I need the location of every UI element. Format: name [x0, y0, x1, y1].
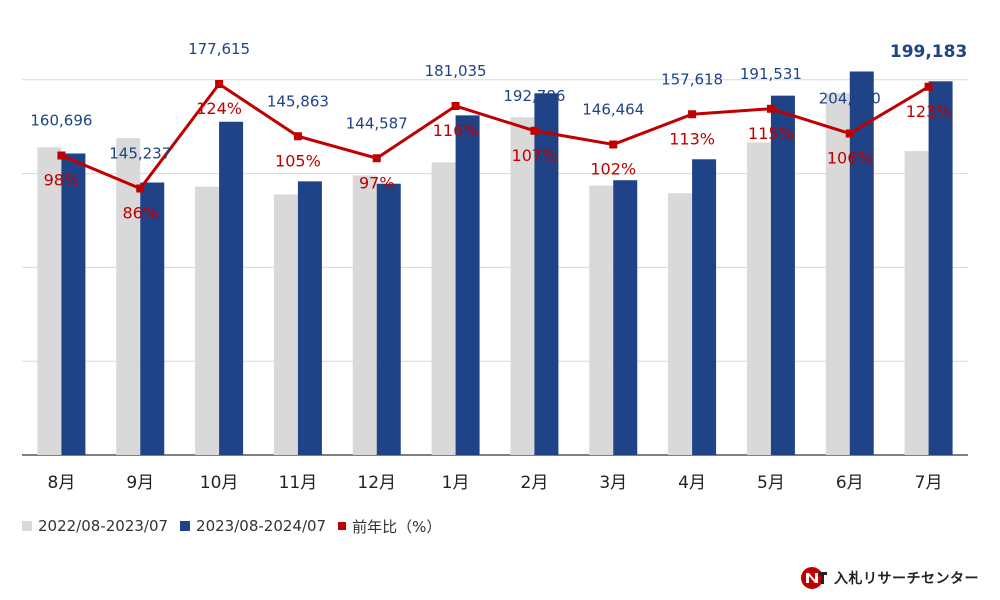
bar-prev: [825, 93, 850, 455]
x-tick-label: 11月: [279, 473, 318, 493]
bar-prev: [904, 151, 929, 456]
ratio-label: 102%: [590, 160, 636, 179]
value-label: 199,183: [890, 42, 967, 62]
bar-prev: [510, 117, 535, 456]
value-label: 204,400: [819, 90, 881, 108]
legend-label-ratio: 前年比（%）: [352, 517, 442, 536]
legend: 2022/08-2023/07 2023/08-2024/07 前年比（%）: [22, 515, 453, 537]
bar-prev: [273, 194, 298, 455]
value-label: 181,035: [425, 62, 487, 80]
bar-prev: [746, 142, 771, 455]
value-label: 145,863: [267, 92, 329, 110]
ratio-marker: [766, 104, 775, 113]
bar-curr: [219, 121, 244, 455]
bar-prev: [37, 147, 62, 456]
bar-prev: [195, 186, 220, 455]
value-label: 145,237: [109, 145, 171, 163]
x-tick-label: 9月: [126, 473, 154, 493]
x-tick-label: 2月: [521, 473, 549, 493]
logo-text: 入札リサーチセンター: [834, 571, 979, 587]
legend-swatch-prev: [22, 521, 32, 531]
ratio-label: 123%: [906, 102, 952, 121]
x-tick-label: 10月: [200, 473, 239, 493]
ratio-label: 86%: [122, 204, 158, 223]
ratio-label: 98%: [44, 171, 80, 190]
legend-item-prev: 2022/08-2023/07: [22, 517, 168, 535]
bar-curr: [770, 95, 795, 455]
bar-prev: [352, 175, 377, 455]
ratio-marker: [136, 184, 145, 193]
ratio-marker: [530, 126, 539, 135]
bar-curr: [376, 183, 401, 456]
nr-logo-icon: [801, 567, 827, 589]
bar-curr: [928, 81, 953, 456]
legend-item-curr: 2023/08-2024/07: [180, 517, 326, 535]
bar-prev: [668, 193, 693, 455]
chart: 8月 9月 10月 11月 12月 1月 2月 3月 4月 5月 6月 7月 98% 160,696 86%…: [22, 40, 968, 493]
ratio-marker: [57, 151, 66, 160]
ratio-line: [60, 81, 930, 191]
ratio-label: 106%: [827, 149, 873, 168]
legend-label-prev: 2022/08-2023/07: [38, 517, 169, 535]
ratio-marker: [215, 80, 224, 88]
ratio-label: 124%: [196, 99, 242, 118]
value-label: 160,696: [30, 112, 92, 130]
value-label: 177,615: [188, 40, 250, 58]
ratio-label: 105%: [275, 151, 321, 170]
x-tick-label: 6月: [836, 473, 864, 493]
legend-item-ratio: 前年比（%）: [338, 516, 441, 537]
value-label: 192,786: [503, 87, 565, 105]
bar-curr: [692, 159, 717, 455]
value-label: 157,618: [661, 70, 723, 88]
bar-prev: [589, 185, 614, 455]
ratio-marker: [372, 154, 381, 163]
bar-curr: [613, 180, 638, 456]
bar-curr: [140, 182, 165, 455]
bar-curr: [849, 71, 874, 456]
ratio-label: 113%: [669, 129, 715, 148]
bar-prev: [431, 162, 456, 456]
ratio-marker: [293, 132, 302, 141]
ratio-marker: [451, 102, 460, 110]
ratio-marker: [609, 140, 618, 149]
ratio-label: 116%: [433, 121, 479, 140]
ratio-marker: [924, 82, 933, 91]
x-tick-label: 5月: [757, 473, 785, 493]
x-tick-label: 7月: [915, 473, 943, 493]
ratio-marker: [845, 129, 854, 138]
bar-curr: [297, 181, 322, 455]
ratio-label: 97%: [359, 173, 395, 192]
bar-curr: [61, 153, 86, 455]
x-tick-label: 4月: [678, 473, 706, 493]
ratio-marker: [688, 110, 697, 119]
bar-curr: [455, 115, 480, 455]
value-label: 144,587: [346, 114, 408, 132]
ratio-label: 107%: [512, 146, 558, 165]
x-tick-label: 1月: [442, 473, 470, 493]
bar-curr: [534, 93, 559, 455]
legend-swatch-curr: [180, 521, 191, 531]
x-tick-label: 12月: [357, 473, 396, 493]
legend-label-curr: 2023/08-2024/07: [196, 517, 327, 535]
legend-swatch-ratio: [338, 522, 347, 530]
value-label: 146,464: [582, 101, 644, 119]
value-label: 191,531: [740, 65, 802, 83]
x-tick-label: 8月: [48, 473, 76, 493]
ratio-label: 115%: [748, 124, 794, 143]
x-tick-label: 3月: [599, 473, 627, 493]
company-logo: 入札リサーチセンター: [800, 564, 979, 592]
